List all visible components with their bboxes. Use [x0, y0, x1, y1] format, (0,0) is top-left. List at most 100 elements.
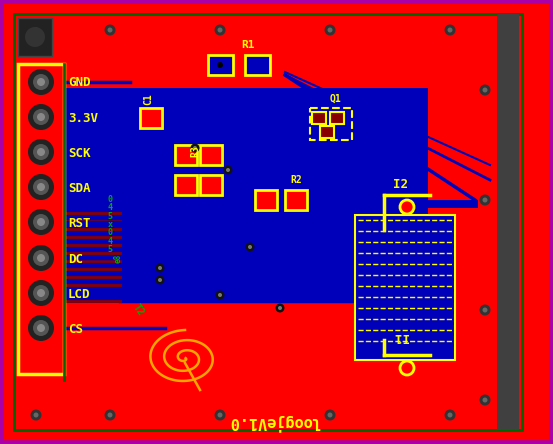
Circle shape [37, 254, 45, 262]
Circle shape [325, 409, 336, 420]
Circle shape [447, 28, 452, 32]
Circle shape [223, 166, 232, 174]
Circle shape [33, 144, 49, 160]
Text: T2: T2 [131, 302, 145, 317]
Bar [18, 18, 52, 56]
Text: DC: DC [68, 253, 83, 266]
Circle shape [445, 24, 456, 36]
Bar [208, 55, 233, 75]
Circle shape [216, 290, 225, 300]
Circle shape [33, 320, 49, 336]
Circle shape [400, 200, 414, 214]
Bar [200, 175, 222, 195]
Circle shape [246, 242, 254, 251]
Bar [320, 126, 334, 138]
Bar [312, 112, 326, 124]
Bar [245, 55, 270, 75]
Circle shape [30, 24, 41, 36]
Circle shape [37, 218, 45, 226]
Circle shape [217, 412, 222, 417]
Bar [175, 175, 197, 195]
Circle shape [33, 179, 49, 195]
Text: CS: CS [68, 322, 83, 336]
Text: I1: I1 [393, 330, 408, 343]
Circle shape [105, 409, 116, 420]
Bar [18, 64, 64, 374]
Text: 3.3V: 3.3V [68, 111, 98, 124]
Circle shape [215, 409, 226, 420]
Circle shape [193, 146, 197, 150]
Text: SDA: SDA [68, 182, 91, 194]
Bar [355, 215, 455, 360]
Circle shape [483, 198, 488, 202]
Circle shape [30, 409, 41, 420]
Text: GND: GND [68, 76, 91, 90]
Circle shape [37, 78, 45, 86]
Circle shape [325, 24, 336, 36]
Circle shape [400, 361, 414, 375]
Circle shape [25, 27, 45, 47]
Text: R3: R3 [190, 145, 200, 157]
Circle shape [34, 412, 39, 417]
Text: 0
4
5
x
0
4
5: 0 4 5 x 0 4 5 [107, 195, 112, 254]
Circle shape [158, 266, 162, 270]
Circle shape [158, 278, 162, 282]
Text: I2: I2 [393, 178, 408, 191]
Bar [310, 108, 352, 140]
Circle shape [479, 84, 491, 95]
Circle shape [33, 214, 49, 230]
Circle shape [28, 315, 54, 341]
Circle shape [479, 395, 491, 405]
Circle shape [327, 28, 332, 32]
Circle shape [218, 293, 222, 297]
Circle shape [479, 194, 491, 206]
Circle shape [479, 305, 491, 316]
Circle shape [447, 412, 452, 417]
Text: loogjeV1.0: loogjeV1.0 [229, 413, 321, 430]
Circle shape [483, 397, 488, 403]
Bar [200, 145, 222, 165]
Circle shape [445, 409, 456, 420]
Circle shape [155, 263, 164, 273]
Circle shape [275, 304, 284, 313]
Text: R2: R2 [290, 175, 302, 185]
Bar [175, 145, 197, 165]
Circle shape [33, 250, 49, 266]
Circle shape [34, 28, 39, 32]
Circle shape [33, 285, 49, 301]
Bar [58, 200, 478, 208]
Text: Q1: Q1 [330, 94, 342, 104]
Text: e8: e8 [113, 254, 123, 262]
Circle shape [215, 24, 226, 36]
Circle shape [37, 289, 45, 297]
Circle shape [248, 245, 252, 249]
Circle shape [327, 412, 332, 417]
Text: LCD: LCD [68, 288, 91, 301]
Circle shape [28, 104, 54, 130]
Circle shape [28, 174, 54, 200]
Text: C1: C1 [143, 93, 153, 105]
Bar [330, 112, 344, 124]
Bar [355, 215, 455, 360]
Circle shape [190, 143, 200, 152]
Bar [255, 190, 277, 210]
Text: SCK: SCK [68, 147, 91, 159]
Text: R1: R1 [241, 40, 255, 50]
Circle shape [28, 280, 54, 306]
Bar [58, 88, 428, 303]
Circle shape [107, 412, 112, 417]
Circle shape [217, 28, 222, 32]
Circle shape [37, 183, 45, 191]
Circle shape [28, 69, 54, 95]
Text: RST: RST [68, 217, 91, 230]
Bar [497, 14, 519, 430]
Circle shape [483, 87, 488, 92]
Circle shape [37, 113, 45, 121]
Circle shape [33, 109, 49, 125]
Circle shape [155, 275, 164, 285]
Circle shape [28, 139, 54, 165]
Circle shape [28, 245, 54, 271]
Circle shape [278, 306, 282, 310]
Circle shape [37, 148, 45, 156]
Circle shape [217, 62, 223, 68]
